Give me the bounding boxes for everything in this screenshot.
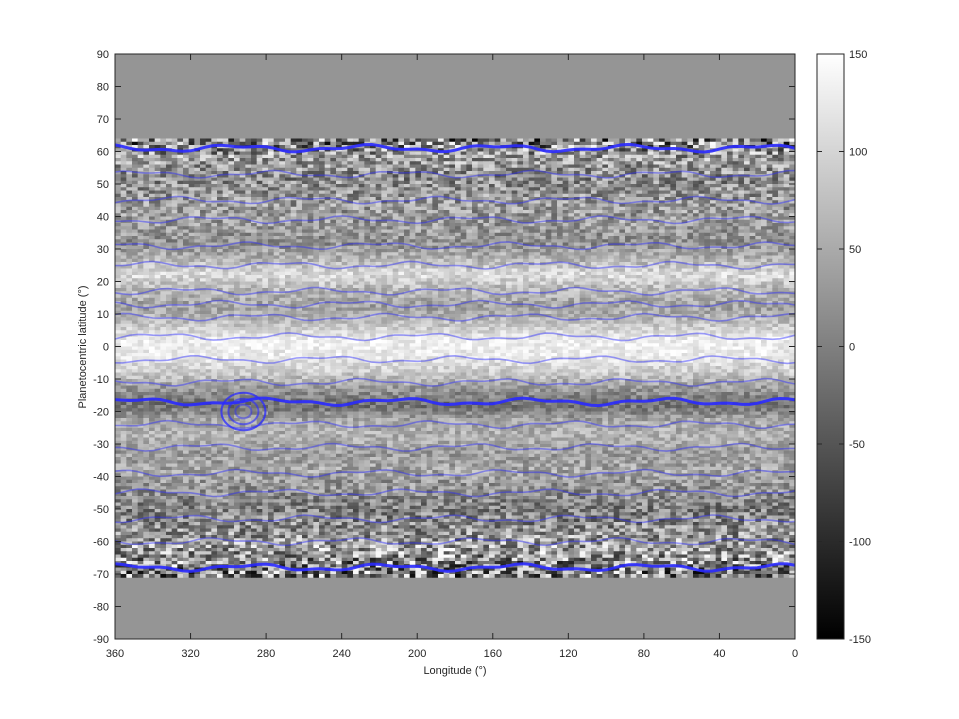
colorbar-tick-label: 0 (849, 342, 855, 354)
x-tick-label: 120 (559, 648, 577, 660)
plot-area (114, 53, 796, 640)
x-tick-label: 0 (792, 648, 798, 660)
y-tick-label: 90 (97, 49, 109, 61)
y-tick-label: -20 (93, 407, 109, 419)
y-tick-label: 60 (97, 147, 109, 159)
y-tick-label: 30 (97, 244, 109, 256)
y-tick-label: -70 (93, 569, 109, 581)
x-axis: 360 320 280 240 200 160 120 80 40 0 (106, 54, 798, 660)
y-tick-label: -60 (93, 537, 109, 549)
y-tick-label: 80 (97, 82, 109, 94)
colorbar: 150 100 50 0 -50 -100 -150 (816, 49, 871, 646)
y-tick-label: 70 (97, 114, 109, 126)
y-tick-label: -50 (93, 504, 109, 516)
x-tick-label: 280 (257, 648, 275, 660)
y-axis: 90 80 70 60 50 40 30 20 10 0 -10 -20 -30 -40 -50 -60 -70… (93, 49, 795, 646)
colorbar-ticks: 150 100 50 0 -50 -100 -150 (817, 49, 871, 646)
y-tick-label: -90 (93, 634, 109, 646)
y-tick-label: 20 (97, 277, 109, 289)
y-tick-label: 0 (103, 342, 109, 354)
colorbar-tick-label: 100 (849, 147, 867, 159)
x-tick-label: 240 (332, 648, 350, 660)
colorbar-tick-label: 50 (849, 244, 861, 256)
x-axis-label: Longitude (°) (423, 665, 486, 677)
x-tick-label: 160 (484, 648, 502, 660)
x-tick-label: 320 (181, 648, 199, 660)
y-tick-label: 40 (97, 212, 109, 224)
y-tick-label: -10 (93, 374, 109, 386)
x-tick-label: 80 (638, 648, 650, 660)
y-axis-label: Planetocentric latitude (°) (77, 285, 89, 408)
x-tick-label: 40 (713, 648, 725, 660)
colorbar-tick-label: -150 (849, 634, 871, 646)
colorbar-tick-label: -100 (849, 537, 871, 549)
x-tick-label: 360 (106, 648, 124, 660)
colorbar-tick-label: -50 (849, 439, 865, 451)
x-tick-label: 200 (408, 648, 426, 660)
y-tick-label: 10 (97, 309, 109, 321)
y-tick-label: -40 (93, 472, 109, 484)
y-tick-label: -30 (93, 439, 109, 451)
y-tick-label: -80 (93, 602, 109, 614)
heatmap (115, 138, 795, 578)
y-tick-label: 50 (97, 179, 109, 191)
contour-overlay (115, 142, 795, 573)
colorbar-tick-label: 150 (849, 49, 867, 61)
